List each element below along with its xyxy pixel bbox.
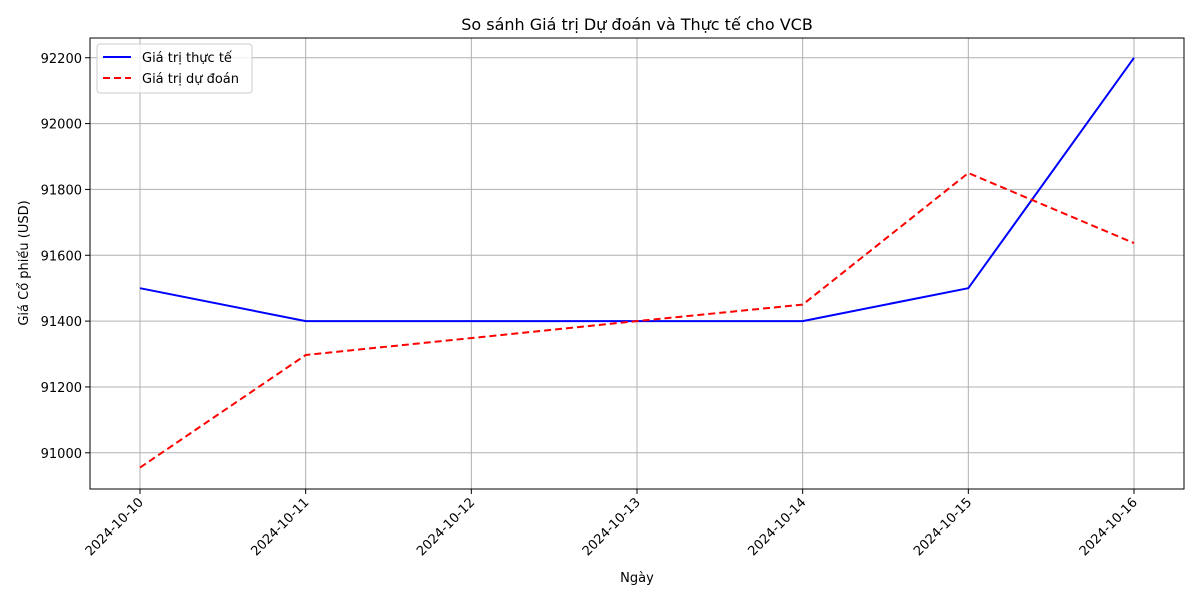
y-tick-label: 91400 xyxy=(41,315,82,330)
y-axis-ticks: 91000 91200 91400 91600 91800 92000 92200 xyxy=(41,52,90,462)
chart-title: So sánh Giá trị Dự đoán và Thực tế cho V… xyxy=(461,15,813,34)
series-line-actual xyxy=(139,57,1135,323)
series-lines xyxy=(139,57,1135,469)
series-line-predicted xyxy=(139,172,1135,469)
y-tick-label: 91800 xyxy=(41,183,82,198)
legend-label-actual: Giá trị thực tế xyxy=(142,51,232,66)
y-tick-label: 91000 xyxy=(41,447,82,462)
x-axis-label: Ngày xyxy=(620,571,654,586)
y-tick-label: 91600 xyxy=(41,249,82,264)
legend: Giá trị thực tế Giá trị dự đoán xyxy=(96,43,253,94)
y-tick-label: 92200 xyxy=(41,52,82,67)
y-tick-label: 92000 xyxy=(41,118,82,133)
y-tick-label: 91200 xyxy=(41,381,82,396)
legend-label-predicted: Giá trị dự đoán xyxy=(142,72,239,87)
y-axis-label: Giá Cổ phiếu (USD) xyxy=(17,200,32,325)
legend-box xyxy=(96,43,253,94)
